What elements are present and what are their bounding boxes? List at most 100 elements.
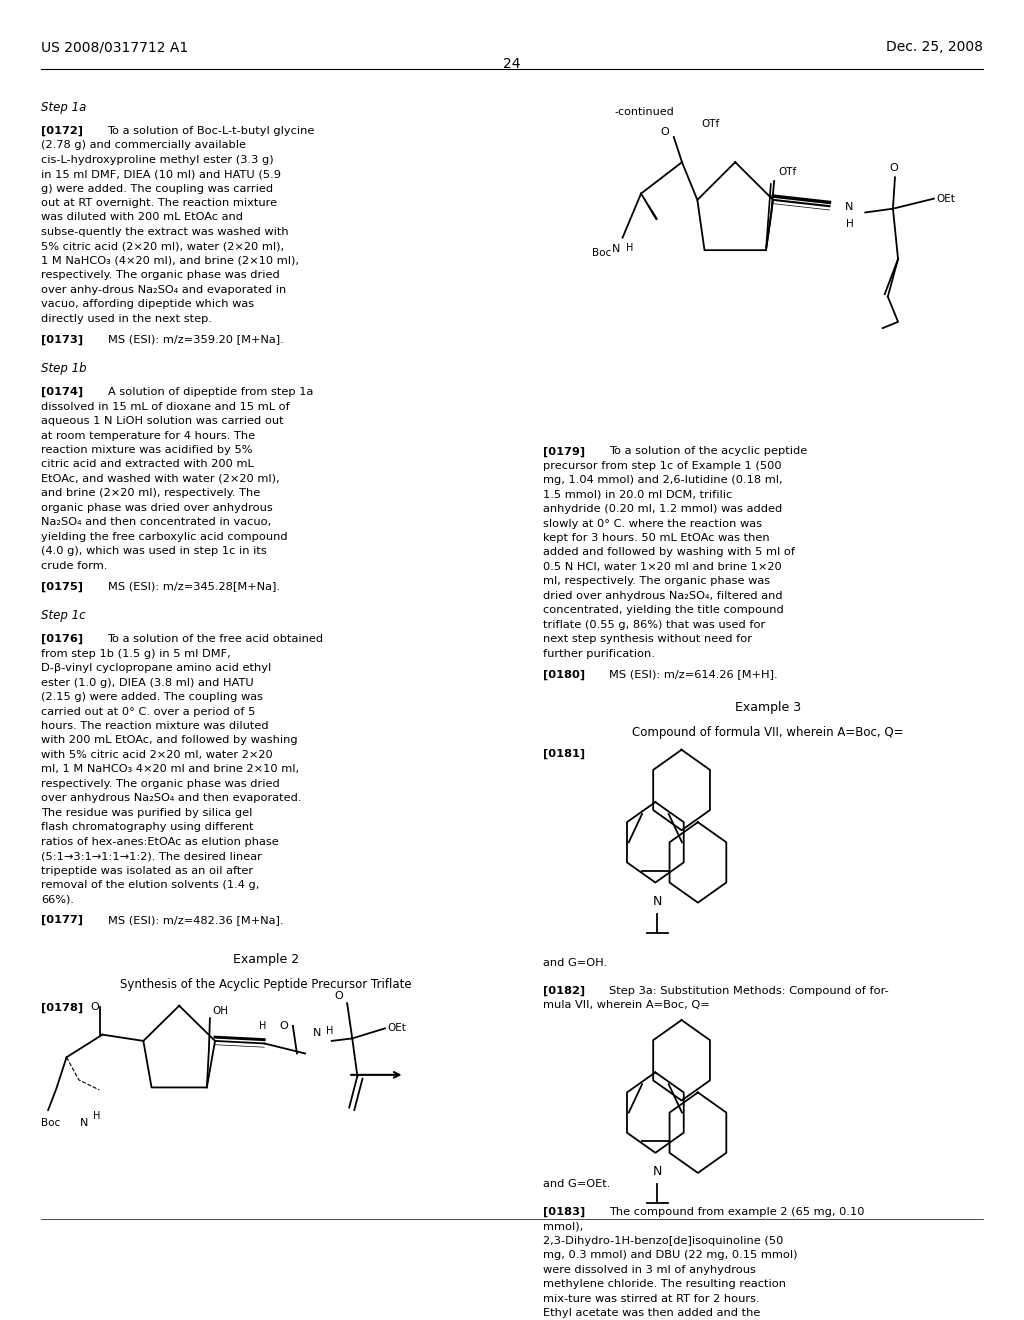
Text: OTf: OTf	[701, 119, 720, 129]
Text: N: N	[612, 244, 621, 253]
Text: Boc: Boc	[41, 1118, 60, 1127]
Text: EtOAc, and washed with water (2×20 ml),: EtOAc, and washed with water (2×20 ml),	[41, 474, 280, 484]
Text: OH: OH	[212, 1006, 228, 1016]
Text: over anhy-drous Na₂SO₄ and evaporated in: over anhy-drous Na₂SO₄ and evaporated in	[41, 285, 287, 294]
Text: next step synthesis without need for: next step synthesis without need for	[543, 634, 752, 644]
Text: [0172]: [0172]	[41, 125, 83, 136]
Text: MS (ESI): m/z=359.20 [M+Na].: MS (ESI): m/z=359.20 [M+Na].	[108, 334, 284, 345]
Text: N: N	[80, 1118, 88, 1127]
Text: Na₂SO₄ and then concentrated in vacuo,: Na₂SO₄ and then concentrated in vacuo,	[41, 517, 271, 527]
Text: To a solution of the acyclic peptide: To a solution of the acyclic peptide	[609, 446, 808, 457]
Text: ratios of hex-anes:EtOAc as elution phase: ratios of hex-anes:EtOAc as elution phas…	[41, 837, 279, 846]
Text: [0173]: [0173]	[41, 334, 83, 345]
Text: N: N	[313, 1028, 322, 1039]
Text: (2.78 g) and commercially available: (2.78 g) and commercially available	[41, 140, 246, 150]
Text: and brine (2×20 ml), respectively. The: and brine (2×20 ml), respectively. The	[41, 488, 260, 499]
Text: N: N	[652, 895, 663, 908]
Text: N: N	[652, 1166, 663, 1179]
Text: H: H	[326, 1026, 333, 1036]
Text: H: H	[626, 243, 633, 252]
Text: was diluted with 200 mL EtOAc and: was diluted with 200 mL EtOAc and	[41, 213, 243, 223]
Text: OEt: OEt	[936, 194, 954, 203]
Text: yielding the free carboxylic acid compound: yielding the free carboxylic acid compou…	[41, 532, 288, 541]
Text: 1.5 mmol) in 20.0 ml DCM, trifilic: 1.5 mmol) in 20.0 ml DCM, trifilic	[543, 490, 732, 500]
Text: 5% citric acid (2×20 ml), water (2×20 ml),: 5% citric acid (2×20 ml), water (2×20 ml…	[41, 242, 284, 251]
Text: Synthesis of the Acyclic Peptide Precursor Triflate: Synthesis of the Acyclic Peptide Precurs…	[121, 978, 412, 991]
Text: ml, respectively. The organic phase was: ml, respectively. The organic phase was	[543, 577, 770, 586]
Text: ester (1.0 g), DIEA (3.8 ml) and HATU: ester (1.0 g), DIEA (3.8 ml) and HATU	[41, 677, 254, 688]
Text: H: H	[93, 1111, 100, 1121]
Text: Example 2: Example 2	[233, 953, 299, 966]
Text: [0182]: [0182]	[543, 986, 585, 995]
Text: Compound of formula VII, wherein A=Boc, Q=: Compound of formula VII, wherein A=Boc, …	[632, 726, 904, 739]
Text: [0174]: [0174]	[41, 387, 83, 397]
Text: flash chromatography using different: flash chromatography using different	[41, 822, 254, 832]
Text: concentrated, yielding the title compound: concentrated, yielding the title compoun…	[543, 606, 783, 615]
Text: Example 3: Example 3	[735, 701, 801, 714]
Text: [0179]: [0179]	[543, 446, 585, 457]
Text: dried over anhydrous Na₂SO₄, filtered and: dried over anhydrous Na₂SO₄, filtered an…	[543, 591, 782, 601]
Text: US 2008/0317712 A1: US 2008/0317712 A1	[41, 40, 188, 54]
Text: Ethyl acetate was then added and the: Ethyl acetate was then added and the	[543, 1308, 760, 1319]
Text: with 5% citric acid 2×20 ml, water 2×20: with 5% citric acid 2×20 ml, water 2×20	[41, 750, 272, 760]
Text: anhydride (0.20 ml, 1.2 mmol) was added: anhydride (0.20 ml, 1.2 mmol) was added	[543, 504, 782, 513]
Text: with 200 mL EtOAc, and followed by washing: with 200 mL EtOAc, and followed by washi…	[41, 735, 298, 746]
Text: and G=OH.: and G=OH.	[543, 958, 607, 968]
Text: [0177]: [0177]	[41, 915, 83, 925]
Text: O: O	[660, 127, 670, 136]
Text: cis-L-hydroxyproline methyl ester (3.3 g): cis-L-hydroxyproline methyl ester (3.3 g…	[41, 154, 273, 165]
Text: tripeptide was isolated as an oil after: tripeptide was isolated as an oil after	[41, 866, 253, 875]
Text: crude form.: crude form.	[41, 561, 108, 570]
Text: out at RT overnight. The reaction mixture: out at RT overnight. The reaction mixtur…	[41, 198, 278, 209]
Text: 2,3-Dihydro-1H-benzo[de]isoquinoline (50: 2,3-Dihydro-1H-benzo[de]isoquinoline (50	[543, 1236, 783, 1246]
Text: kept for 3 hours. 50 mL EtOAc was then: kept for 3 hours. 50 mL EtOAc was then	[543, 533, 769, 543]
Text: The residue was purified by silica gel: The residue was purified by silica gel	[41, 808, 252, 817]
Text: dissolved in 15 mL of dioxane and 15 mL of: dissolved in 15 mL of dioxane and 15 mL …	[41, 401, 290, 412]
Text: A solution of dipeptide from step 1a: A solution of dipeptide from step 1a	[108, 387, 313, 397]
Text: Step 1c: Step 1c	[41, 609, 86, 622]
Text: citric acid and extracted with 200 mL: citric acid and extracted with 200 mL	[41, 459, 254, 470]
Text: reaction mixture was acidified by 5%: reaction mixture was acidified by 5%	[41, 445, 253, 455]
Text: carried out at 0° C. over a period of 5: carried out at 0° C. over a period of 5	[41, 706, 255, 717]
Text: vacuo, affording dipeptide which was: vacuo, affording dipeptide which was	[41, 300, 254, 309]
Text: mg, 0.3 mmol) and DBU (22 mg, 0.15 mmol): mg, 0.3 mmol) and DBU (22 mg, 0.15 mmol)	[543, 1250, 798, 1261]
Text: MS (ESI): m/z=345.28[M+Na].: MS (ESI): m/z=345.28[M+Na].	[108, 581, 280, 591]
Text: -continued: -continued	[614, 107, 674, 117]
Text: over anhydrous Na₂SO₄ and then evaporated.: over anhydrous Na₂SO₄ and then evaporate…	[41, 793, 301, 804]
Text: H: H	[846, 219, 854, 228]
Text: precursor from step 1c of Example 1 (500: precursor from step 1c of Example 1 (500	[543, 461, 781, 471]
Text: directly used in the next step.: directly used in the next step.	[41, 314, 212, 323]
Text: D-β-vinyl cyclopropane amino acid ethyl: D-β-vinyl cyclopropane amino acid ethyl	[41, 663, 271, 673]
Text: 66%).: 66%).	[41, 895, 74, 904]
Text: Step 1a: Step 1a	[41, 100, 86, 114]
Text: Step 1b: Step 1b	[41, 362, 87, 375]
Text: N: N	[845, 202, 853, 213]
Text: O: O	[335, 991, 344, 1001]
Text: The compound from example 2 (65 mg, 0.10: The compound from example 2 (65 mg, 0.10	[609, 1206, 865, 1217]
Text: methylene chloride. The resulting reaction: methylene chloride. The resulting reacti…	[543, 1279, 785, 1290]
Text: [0180]: [0180]	[543, 669, 585, 680]
Text: 24: 24	[503, 57, 521, 70]
Text: subse-quently the extract was washed with: subse-quently the extract was washed wit…	[41, 227, 289, 236]
Text: O: O	[280, 1020, 289, 1031]
Text: from step 1b (1.5 g) in 5 ml DMF,: from step 1b (1.5 g) in 5 ml DMF,	[41, 648, 230, 659]
Text: were dissolved in 3 ml of anyhydrous: were dissolved in 3 ml of anyhydrous	[543, 1265, 756, 1275]
Text: OTf: OTf	[778, 168, 797, 177]
Text: aqueous 1 N LiOH solution was carried out: aqueous 1 N LiOH solution was carried ou…	[41, 416, 284, 426]
Text: g) were added. The coupling was carried: g) were added. The coupling was carried	[41, 183, 273, 194]
Text: MS (ESI): m/z=482.36 [M+Na].: MS (ESI): m/z=482.36 [M+Na].	[108, 915, 283, 925]
Text: triflate (0.55 g, 86%) that was used for: triflate (0.55 g, 86%) that was used for	[543, 620, 765, 630]
Text: [0178]: [0178]	[41, 1003, 83, 1014]
Text: mula VII, wherein A=Boc, Q=: mula VII, wherein A=Boc, Q=	[543, 1001, 710, 1010]
Text: further purification.: further purification.	[543, 648, 654, 659]
Text: Boc: Boc	[592, 248, 611, 257]
Text: H: H	[259, 1020, 266, 1031]
Text: (4.0 g), which was used in step 1c in its: (4.0 g), which was used in step 1c in it…	[41, 546, 266, 556]
Text: OEt: OEt	[387, 1023, 406, 1034]
Text: [0175]: [0175]	[41, 581, 83, 591]
Text: [0181]: [0181]	[543, 748, 585, 759]
Text: respectively. The organic phase was dried: respectively. The organic phase was drie…	[41, 271, 280, 280]
Text: (5:1→3:1→1:1→1:2). The desired linear: (5:1→3:1→1:1→1:2). The desired linear	[41, 851, 262, 861]
Text: mmol),: mmol),	[543, 1221, 583, 1232]
Text: 0.5 N HCl, water 1×20 ml and brine 1×20: 0.5 N HCl, water 1×20 ml and brine 1×20	[543, 562, 781, 572]
